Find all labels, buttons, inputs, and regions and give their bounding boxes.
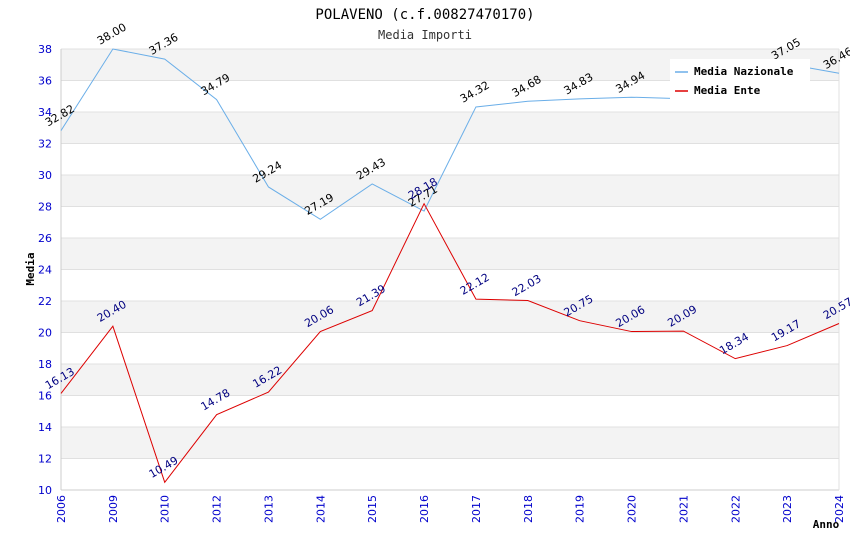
grid-band [61,175,839,207]
x-tick-label: 2019 [574,495,587,523]
x-tick-label: 2023 [781,495,794,523]
axes [60,49,840,491]
data-label: 34.32 [458,79,492,106]
y-tick-label: 18 [38,358,52,371]
legend-label-media-ente: Media Ente [694,84,761,97]
x-tick-label: 2013 [262,495,275,523]
x-tick-label: 2016 [418,495,431,523]
y-axis-label: Media [24,252,37,285]
x-tick-label: 2024 [833,495,846,523]
x-tick-label: 2010 [159,495,172,523]
y-tick-labels: 10 12 14 16 18 20 22 24 26 28 30 32 34 36 38 [38,43,52,497]
grid-band [61,238,839,270]
x-tick-label: 2012 [211,495,224,523]
grid-band [61,364,839,396]
x-tick-label: 2022 [729,495,742,523]
y-tick-label: 28 [38,201,52,214]
data-label: 38.00 [95,21,129,48]
y-tick-label: 14 [38,421,52,434]
y-tick-label: 34 [38,106,52,119]
grid-lines [61,48,839,491]
y-tick-label: 30 [38,169,52,182]
grid-band [61,427,839,459]
y-tick-label: 32 [38,138,52,151]
data-label: 18.34 [717,330,751,357]
x-tick-label: 2018 [522,495,535,523]
data-label: 22.03 [510,272,544,299]
y-tick-label: 36 [38,75,52,88]
y-tick-label: 12 [38,453,52,466]
legend-label-media-nazionale: Media Nazionale [694,65,794,78]
x-tick-label: 2021 [677,495,690,523]
y-tick-label: 26 [38,232,52,245]
x-tick-label: 2020 [626,495,639,523]
y-tick-label: 24 [38,264,52,277]
chart-title: POLAVENO (c.f.00827470170) [315,7,534,23]
x-tick-labels: 2006 2009 2010 2012 2013 2014 2015 2016 2017 2018… [55,495,846,523]
x-axis-label: Anno [813,518,840,531]
x-tick-label: 2006 [55,495,68,523]
y-tick-label: 38 [38,43,52,56]
y-tick-label: 20 [38,327,52,340]
grid-band [61,301,839,333]
x-tick-label: 2017 [470,495,483,523]
y-tick-label: 10 [38,484,52,497]
y-tick-label: 16 [38,390,52,403]
y-tick-label: 22 [38,295,52,308]
legend: Media Nazionale Media Ente [670,59,810,103]
series-line-media-ente [60,202,840,484]
grid-bands [61,49,839,459]
x-tick-label: 2009 [107,495,120,523]
legend-box [670,59,810,103]
grid-band [61,112,839,144]
x-tick-label: 2015 [366,495,379,523]
x-tick-label: 2014 [314,495,327,523]
chart-subtitle: Media Importi [378,28,472,42]
